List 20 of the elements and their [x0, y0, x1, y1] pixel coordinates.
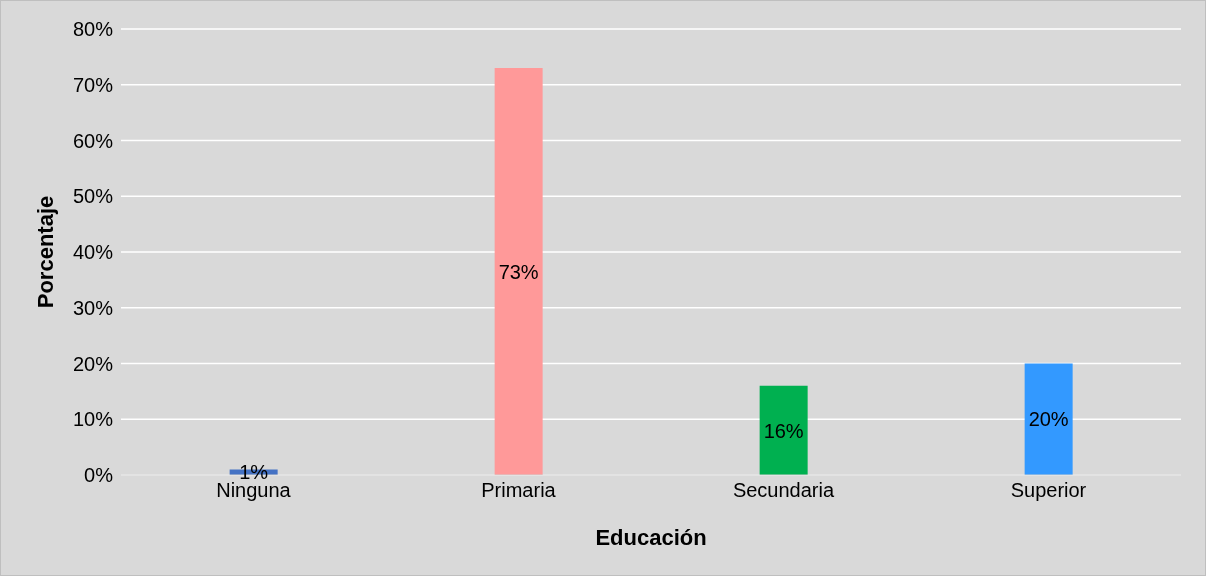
y-tick-label: 20%	[72, 352, 114, 375]
data-label: 20%	[1028, 408, 1069, 431]
data-label: 16%	[763, 419, 804, 442]
y-tick-label: 50%	[72, 185, 114, 208]
x-tick-label: Superior	[1010, 479, 1087, 502]
y-tick-label: 10%	[72, 408, 114, 431]
bar	[494, 68, 543, 475]
bar	[759, 385, 808, 475]
data-label: 73%	[498, 260, 539, 283]
x-tick-label: Secundaria	[732, 479, 835, 502]
y-axis-title: Porcentaje	[32, 195, 58, 309]
x-tick-label: Primaria	[481, 479, 557, 502]
x-axis-title: Educación	[595, 525, 707, 550]
y-tick-label: 60%	[72, 129, 114, 152]
bar	[1024, 363, 1073, 475]
y-tick-label: 0%	[84, 464, 114, 487]
y-tick-label: 70%	[72, 73, 114, 96]
y-tick-label: 80%	[72, 18, 114, 41]
y-tick-label: 30%	[72, 296, 114, 319]
y-tick-label: 40%	[72, 241, 114, 264]
